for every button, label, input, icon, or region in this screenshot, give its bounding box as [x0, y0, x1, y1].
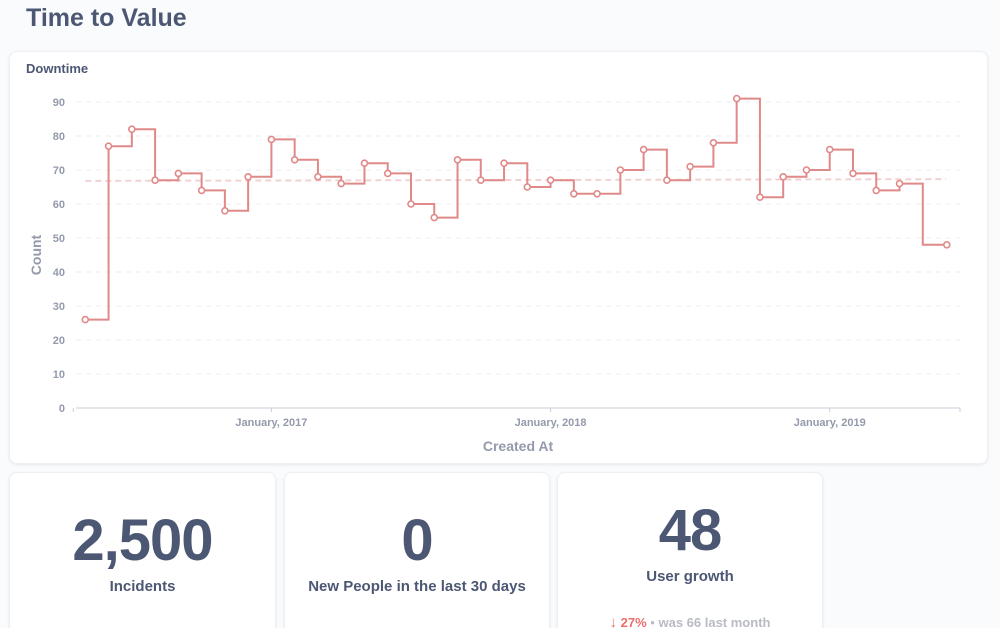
data-point	[314, 173, 322, 181]
user-growth-change: ↓ 27% • was 66 last month	[558, 614, 822, 628]
data-point	[81, 315, 90, 324]
new-people-value: 0	[401, 508, 433, 573]
y-tick-label: 50	[53, 233, 65, 245]
data-point	[639, 145, 648, 154]
data-point	[849, 169, 857, 178]
data-point	[453, 156, 462, 164]
data-point	[476, 176, 485, 184]
previous-value-text: was 66 last month	[658, 615, 771, 628]
data-point	[756, 193, 764, 201]
data-point	[407, 200, 415, 208]
data-point	[104, 142, 113, 150]
data-point	[825, 145, 834, 154]
y-tick-label: 80	[53, 131, 65, 143]
data-point	[267, 135, 276, 144]
downtime-chart: 0 10 20 30 40 50 60 70 80 90 January, 2017 January,…	[28, 94, 961, 454]
new-people-card[interactable]: 0 New People in the last 30 days	[284, 472, 550, 628]
growth-percent: 27%	[620, 615, 647, 628]
incidents-label[interactable]: Incidents	[109, 578, 176, 595]
y-tick-label: 20	[53, 335, 65, 347]
new-people-label[interactable]: New People in the last 30 days	[308, 578, 526, 595]
data-point	[663, 176, 671, 184]
data-point	[709, 139, 718, 147]
data-point	[290, 156, 299, 164]
x-tick-label: January, 2017	[235, 417, 307, 429]
user-growth-label[interactable]: User growth	[646, 568, 734, 585]
data-point	[523, 183, 532, 191]
y-tick-label: 60	[53, 199, 65, 211]
data-point	[546, 176, 555, 184]
x-tick-label: January, 2019	[794, 417, 866, 429]
data-point	[895, 179, 904, 188]
data-point	[732, 94, 741, 103]
y-tick-label: 40	[53, 267, 65, 279]
user-growth-card[interactable]: 48 User growth ↓ 27% • was 66 last month	[557, 472, 823, 628]
data-point	[779, 173, 788, 181]
data-point	[174, 169, 183, 178]
data-point	[593, 190, 601, 198]
data-point	[802, 166, 811, 174]
page-title: Time to Value	[26, 4, 187, 32]
data-point	[570, 190, 578, 198]
data-point	[151, 176, 159, 184]
data-point	[128, 125, 136, 133]
arrow-down-icon: ↓	[609, 614, 618, 628]
y-tick-label: 10	[53, 369, 65, 381]
data-point	[383, 169, 392, 178]
x-axis-title: Created At	[483, 438, 554, 454]
y-tick-label: 90	[53, 97, 65, 109]
data-point	[197, 186, 206, 195]
separator-dot: •	[650, 615, 655, 628]
user-growth-value: 48	[658, 498, 723, 563]
trend-line	[85, 178, 947, 182]
x-tick-label: January, 2018	[515, 417, 587, 429]
series-line	[85, 97, 947, 321]
incidents-card[interactable]: 2,500 Incidents	[9, 472, 276, 628]
data-point	[221, 207, 229, 215]
downtime-chart-card[interactable]: Downtime 0 10 20 30 40 50 60 70 80 90 January, 201…	[9, 51, 988, 464]
y-axis-title: Count	[28, 234, 44, 275]
y-tick-label: 30	[53, 301, 65, 313]
data-point	[942, 241, 951, 249]
data-point	[430, 213, 439, 222]
data-point	[500, 159, 508, 167]
data-point	[360, 159, 369, 167]
y-tick-label: 70	[53, 165, 65, 177]
y-tick-label: 0	[59, 403, 65, 415]
data-point	[337, 179, 346, 188]
incidents-value: 2,500	[72, 508, 213, 573]
data-point	[686, 162, 694, 171]
data-point	[872, 186, 881, 195]
data-point	[616, 166, 625, 174]
data-point	[244, 173, 252, 181]
chart-card-title[interactable]: Downtime	[26, 61, 89, 76]
